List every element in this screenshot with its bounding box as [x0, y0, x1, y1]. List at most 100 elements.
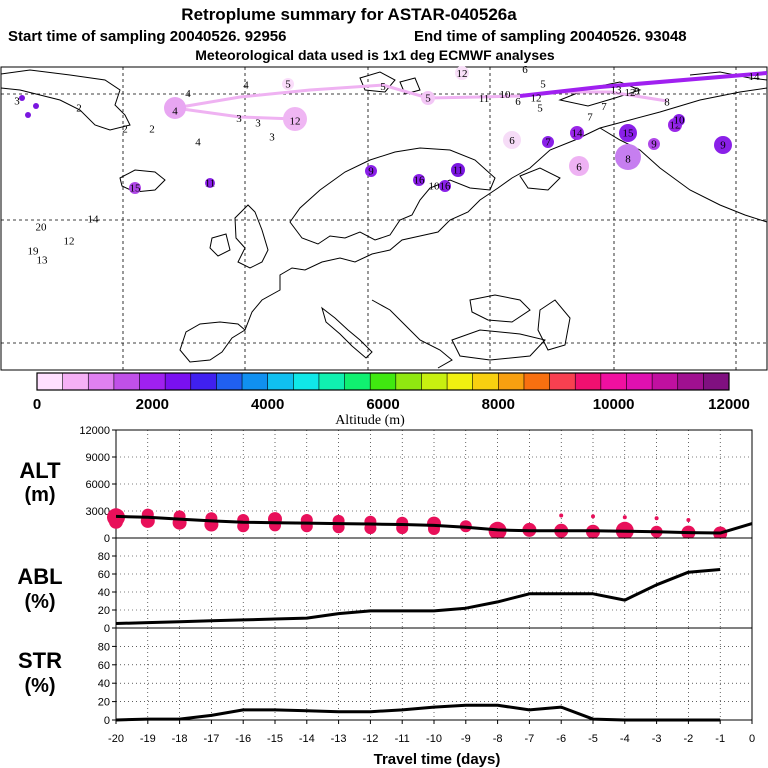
plume-disk — [164, 97, 186, 119]
cluster-point — [622, 515, 627, 520]
plume-label-47: 14 — [88, 214, 100, 226]
y-tick-label: 60 — [98, 569, 110, 581]
plume-label-text: 16 — [414, 175, 426, 187]
start-time-text: Start time of sampling 20040526. 92956 — [8, 28, 286, 45]
plume-label-19: 8 — [664, 97, 670, 109]
plume-label-text: 12 — [64, 236, 75, 248]
plume-label-text: 12 — [290, 115, 301, 127]
plume-marker — [19, 95, 25, 101]
alt-unit-label: (m) — [24, 484, 55, 506]
str-label: STR — [18, 648, 62, 673]
cluster-point — [654, 516, 659, 521]
plume-label-12: 12 — [531, 93, 542, 105]
colorbar-swatch — [600, 373, 627, 390]
x-tick-label: -13 — [331, 733, 347, 745]
alt-panel-label: ALT (m) — [19, 458, 61, 506]
plume-label-46: 10 — [673, 114, 685, 127]
plume-label-text: 6 — [515, 96, 521, 108]
plume-label-text: 9 — [720, 140, 726, 152]
plume-label-text: 5 — [285, 79, 291, 91]
plume-label-text: 6 — [576, 162, 582, 174]
y-tick-label: 9000 — [86, 452, 110, 464]
plume-label-10: 10 — [500, 89, 512, 101]
y-tick-label: 0 — [104, 533, 110, 545]
plume-label-text: 4 — [243, 80, 249, 92]
colorbar-swatch — [242, 373, 269, 390]
colorbar-tick-label: 8000 — [482, 396, 515, 413]
plume-label-text: 2 — [76, 103, 82, 115]
cluster-point — [109, 514, 123, 529]
x-tick-label: -9 — [461, 733, 471, 745]
colorbar-swatch — [652, 373, 679, 390]
y-tick-label: 20 — [98, 605, 110, 617]
plume-label-14: 5 — [537, 103, 543, 115]
plume-label-text: 10 — [429, 181, 441, 193]
plume-label-50: 19 — [28, 246, 40, 258]
colorbar-swatch — [216, 373, 243, 390]
plume-label-text: 11 — [453, 165, 464, 177]
plume-label-23: 12 — [283, 107, 307, 131]
plume-disk — [129, 182, 141, 194]
colorbar-swatch — [395, 373, 422, 390]
plume-label-6: 12 — [455, 66, 469, 80]
plume-disk — [282, 78, 294, 90]
x-tick-label: -12 — [362, 733, 378, 745]
plume-disk — [439, 180, 451, 192]
plume-label-text: 9 — [634, 86, 640, 98]
plume-label-text: 3 — [269, 132, 275, 144]
x-tick-label: -20 — [108, 733, 124, 745]
colorbar-label: Altitude (m) — [335, 413, 405, 428]
plume-label-text: 8 — [664, 97, 670, 109]
colorbar-swatch — [139, 373, 166, 390]
plume-label-24: 3 — [255, 118, 261, 130]
plume-disk — [413, 174, 425, 186]
plume-label-text: 5 — [537, 103, 543, 115]
y-tick-label: 80 — [98, 641, 110, 653]
x-tick-label: -6 — [556, 733, 566, 745]
plume-label-3: 5 — [282, 78, 294, 91]
plume-disk — [570, 126, 584, 140]
colorbar-tick-label: 12000 — [708, 396, 750, 413]
plume-label-30: 15 — [129, 182, 141, 195]
plume-label-text: 19 — [28, 246, 40, 258]
plume-label-text: 10 — [674, 115, 686, 127]
plume-label-text: 11 — [479, 93, 490, 105]
plume-disk — [283, 107, 307, 131]
plume-label-text: 7 — [587, 112, 593, 124]
end-time-text: End time of sampling 20040526. 93048 — [414, 28, 687, 45]
plume-label-42: 16 — [439, 180, 451, 193]
plume-label-text: 5 — [540, 79, 546, 91]
colorbar-swatch — [318, 373, 346, 390]
plume-label-49: 12 — [64, 236, 75, 248]
plume-track-high — [519, 71, 768, 98]
str-panel-label: STR (%) — [18, 648, 62, 697]
plume-label-44: 9 — [365, 165, 377, 178]
plume-label-text: 5 — [380, 81, 386, 93]
colorbar-swatch — [498, 373, 525, 390]
x-tick-label: -7 — [525, 733, 535, 745]
colorbar-swatch — [62, 373, 89, 390]
plume-label-text: 4 — [195, 137, 201, 149]
colorbar-swatch — [703, 373, 730, 390]
x-tick-label: -4 — [620, 733, 630, 745]
x-tick-label: -1 — [715, 733, 725, 745]
x-tick-label: -11 — [395, 733, 410, 745]
plume-label-48: 20 — [36, 222, 48, 234]
altitude-colorbar: 0 2000 4000 6000 8000 10000 12000 — [33, 372, 750, 413]
x-tick-label: -19 — [140, 733, 156, 745]
plume-label-0: 4 — [164, 97, 186, 119]
colorbar-swatch — [472, 373, 499, 390]
colorbar-tick-label: 10000 — [593, 396, 635, 413]
y-tick-label: 40 — [98, 587, 110, 599]
plume-label-text: 20 — [36, 222, 48, 234]
series-line — [115, 703, 721, 722]
plume-disk — [615, 144, 641, 170]
plume-label-text: 2 — [149, 124, 155, 136]
plume-label-text: 9 — [368, 166, 374, 178]
y-tick-label: 80 — [98, 551, 110, 563]
plume-label-5: 5 — [421, 91, 435, 105]
abl-label: ABL — [17, 564, 62, 589]
plume-label-40: 8 — [615, 144, 641, 170]
